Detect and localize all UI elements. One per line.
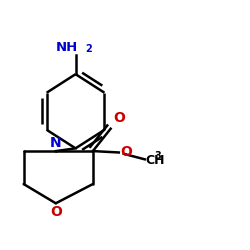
Text: O: O bbox=[120, 146, 132, 160]
Text: 3: 3 bbox=[155, 151, 162, 161]
Text: N: N bbox=[50, 136, 61, 150]
Text: CH: CH bbox=[146, 154, 165, 167]
Text: NH: NH bbox=[56, 40, 78, 54]
Text: O: O bbox=[50, 206, 62, 220]
Text: O: O bbox=[114, 111, 125, 125]
Text: 2: 2 bbox=[86, 44, 92, 54]
